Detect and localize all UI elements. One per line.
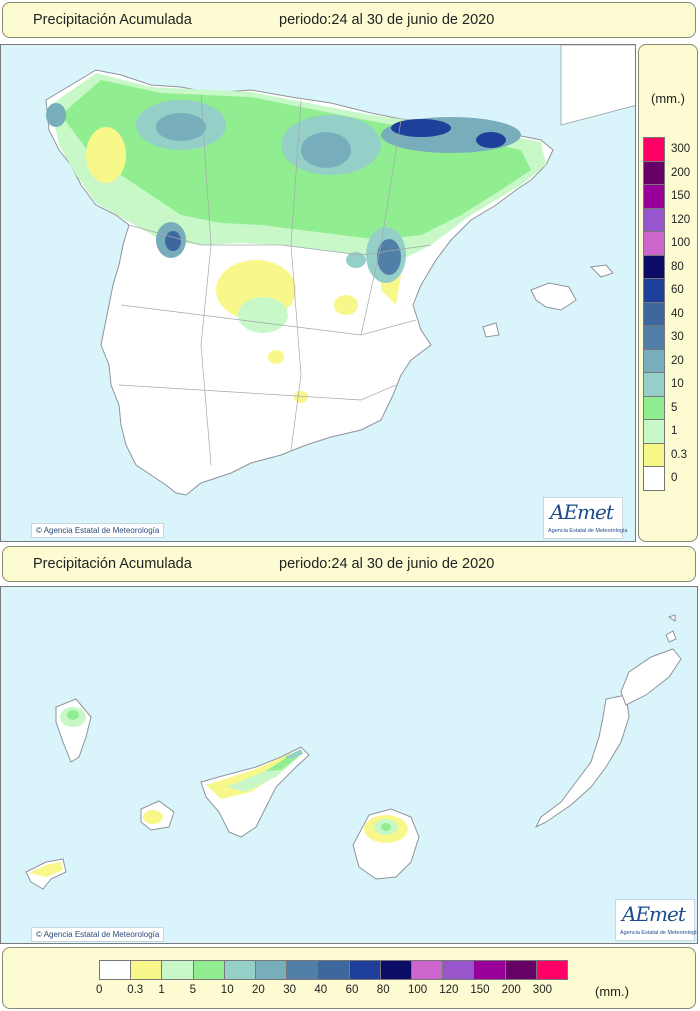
logo-subtitle: Agencia Estatal de Meteorología (620, 930, 698, 936)
legend-swatch-150 (473, 960, 506, 980)
legend-swatch-120 (643, 207, 665, 232)
copyright-notice-canarias: © Agencia Estatal de Meteorología (31, 927, 165, 942)
legend-label-0: 0 (671, 472, 678, 484)
legend-swatch-0.3 (130, 960, 163, 980)
legend-swatch-5 (643, 395, 665, 420)
copyright-icon: © (36, 930, 42, 939)
legend-label-1: 1 (158, 984, 165, 996)
legend-swatch-0.3 (643, 442, 665, 467)
legend-swatch-20 (255, 960, 288, 980)
legend-label-0.3: 0.3 (671, 448, 687, 461)
legend-swatch-60 (643, 278, 665, 303)
legend-label-100: 100 (408, 984, 428, 996)
copyright-icon: © (36, 526, 42, 535)
legend-swatch-5 (192, 960, 225, 980)
logo-name: AEmet (622, 902, 686, 926)
legend-vertical: (mm.) 300 200 150 120 100 80 60 40 30 20 10 5 1 0.3 0 (638, 44, 698, 542)
aemet-logo-canarias: AEmet Agencia Estatal de Meteorología (615, 899, 698, 941)
map-title: Precipitación Acumulada (33, 12, 192, 28)
copyright-text: Agencia Estatal de Meteorología (43, 526, 160, 535)
peninsula-map (45, 45, 635, 496)
legend-unit: (mm.) (651, 91, 685, 106)
legend-label-60: 60 (345, 984, 359, 996)
legend-swatch-150 (643, 184, 665, 209)
legend-label-5: 5 (189, 984, 196, 996)
legend-label-300: 300 (532, 984, 552, 996)
period-text: periodo:24 al 30 de junio de 2020 (279, 12, 495, 28)
legend-swatch-40 (317, 960, 350, 980)
legend-label-10: 10 (671, 378, 684, 390)
legend-swatch-100 (411, 960, 444, 980)
period-text-canarias: periodo:24 al 30 de junio de 2020 (279, 556, 495, 572)
legend-label-150: 150 (470, 984, 490, 996)
legend-swatch-300 (643, 137, 665, 162)
map-panel-canarias: © Agencia Estatal de Meteorología AEmet … (0, 586, 698, 944)
legend-swatch-30 (286, 960, 319, 980)
island-lanzarote (620, 648, 682, 706)
legend-label-30: 30 (283, 984, 296, 996)
legend-label-5: 5 (671, 401, 678, 414)
legend-swatch-1 (161, 960, 194, 980)
legend-swatch-30 (643, 325, 665, 350)
copyright-text: Agencia Estatal de Meteorología (43, 930, 160, 939)
legend-label-0.3: 0.3 (127, 984, 144, 996)
legend-horizontal: 0 0.3 1 5 10 20 30 40 60 80 100 120 150 200 300 (mm.) (2, 947, 696, 1009)
legend-swatch-120 (442, 960, 475, 980)
legend-swatch-0 (643, 466, 665, 491)
header-bar-peninsula: Precipitación Acumulada periodo:24 al 30… (2, 2, 696, 38)
logo-subtitle: Agencia Estatal de Meteorología (548, 528, 628, 534)
legend-label-20: 20 (671, 354, 684, 367)
copyright-notice: © Agencia Estatal de Meteorología (31, 523, 165, 538)
legend-swatch-40 (643, 301, 665, 326)
legend-label-40: 40 (671, 307, 684, 320)
legend-label-10: 10 (220, 984, 234, 996)
legend-swatch-100 (643, 231, 665, 256)
legend-unit-bottom: (mm.) (595, 984, 629, 999)
map-title-canarias: Precipitación Acumulada (33, 556, 192, 572)
legend-label-60: 60 (671, 284, 684, 296)
legend-swatch-300 (535, 960, 568, 980)
legend-label-30: 30 (671, 331, 684, 343)
legend-swatch-20 (643, 348, 665, 373)
legend-label-40: 40 (314, 984, 328, 996)
aemet-logo: AEmet Agencia Estatal de Meteorología (543, 497, 628, 539)
legend-swatch-1 (643, 419, 665, 444)
balearic-islands (530, 282, 577, 311)
legend-swatch-80 (379, 960, 412, 980)
legend-label-200: 200 (501, 984, 521, 996)
legend-label-120: 120 (439, 984, 459, 996)
legend-label-120: 120 (671, 213, 691, 226)
legend-swatch-80 (643, 254, 665, 279)
legend-label-1: 1 (671, 425, 678, 437)
legend-label-0: 0 (96, 984, 103, 996)
legend-label-200: 200 (671, 166, 691, 179)
logo-name: AEmet (550, 500, 614, 524)
legend-swatch-200 (643, 160, 665, 185)
legend-swatch-60 (348, 960, 381, 980)
legend-label-150: 150 (671, 190, 691, 202)
legend-label-20: 20 (252, 984, 265, 996)
legend-label-80: 80 (376, 984, 390, 996)
legend-swatch-0 (99, 960, 132, 980)
legend-label-80: 80 (671, 260, 684, 273)
legend-swatch-10 (643, 372, 665, 397)
legend-swatch-200 (504, 960, 537, 980)
header-bar-canarias: Precipitación Acumulada periodo:24 al 30… (2, 546, 696, 582)
legend-label-100: 100 (671, 237, 691, 249)
map-panel-peninsula: © Agencia Estatal de Meteorología AEmet … (0, 44, 636, 542)
legend-swatch-10 (223, 960, 256, 980)
legend-label-300: 300 (671, 143, 691, 155)
canarias-map (25, 614, 682, 890)
island-fuerteventura (534, 694, 630, 829)
